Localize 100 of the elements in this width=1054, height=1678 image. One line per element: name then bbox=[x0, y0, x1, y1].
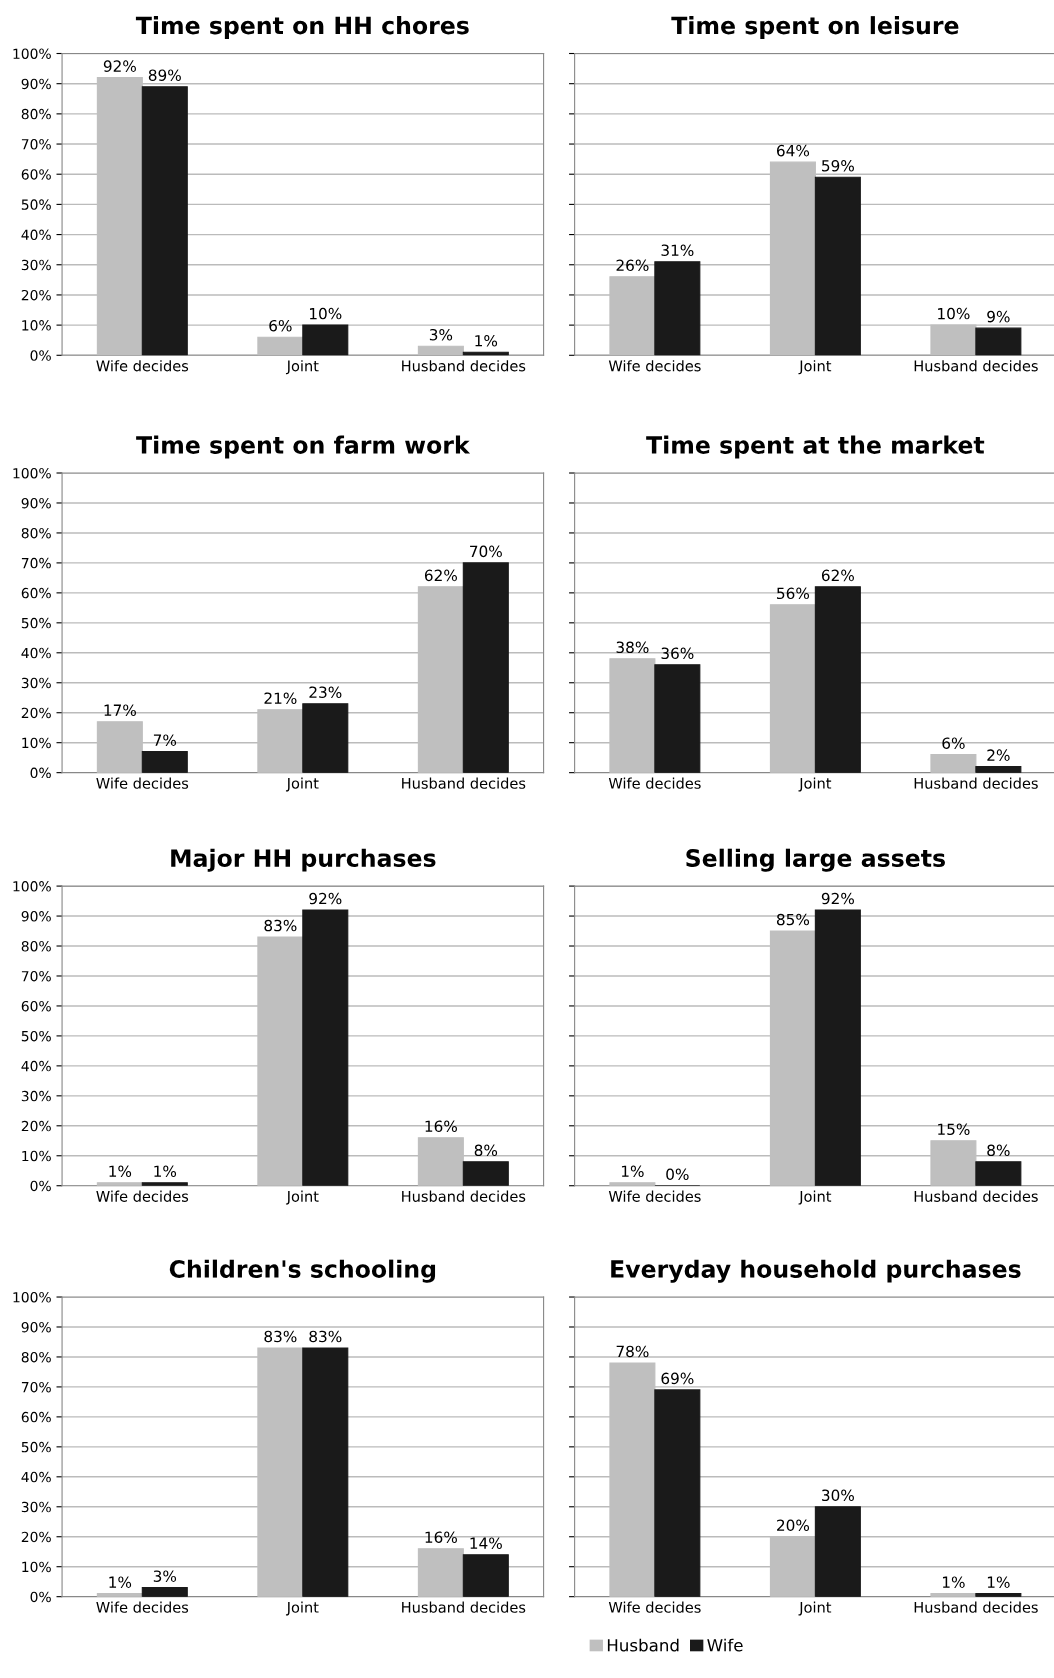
data-label: 78% bbox=[616, 1345, 649, 1358]
y-tick-label: 100% bbox=[13, 48, 51, 59]
data-label: 23% bbox=[309, 686, 342, 698]
data-label: 7% bbox=[153, 734, 177, 746]
y-tick-label: 40% bbox=[21, 647, 51, 659]
chart-title: Major HH purchases bbox=[171, 848, 436, 872]
y-tick-label: 0% bbox=[30, 1180, 51, 1192]
x-tick-label: Husband decides bbox=[402, 1190, 526, 1202]
data-label: 26% bbox=[616, 259, 649, 272]
y-tick-label: 40% bbox=[21, 1060, 51, 1072]
y-tick-label: 80% bbox=[21, 108, 51, 120]
data-label: 1% bbox=[621, 1165, 644, 1177]
y-tick-label: 90% bbox=[21, 1321, 51, 1333]
y-tick-label: 100% bbox=[13, 467, 51, 479]
x-tick-label: Wife decides bbox=[608, 777, 701, 789]
y-tick-label: 70% bbox=[21, 557, 51, 569]
y-tick-label: 0% bbox=[30, 1591, 51, 1603]
data-label: 6% bbox=[269, 319, 292, 332]
x-tick-label: Wife decides bbox=[96, 1190, 189, 1202]
data-label: 92% bbox=[103, 60, 136, 72]
y-tick-label: 20% bbox=[21, 707, 51, 719]
data-label: 14% bbox=[470, 1537, 502, 1549]
data-label: 10% bbox=[938, 307, 970, 320]
y-tick-label: 60% bbox=[21, 587, 51, 599]
x-tick-label: Joint bbox=[285, 360, 319, 375]
y-tick-label: 50% bbox=[21, 1441, 51, 1453]
data-label: 56% bbox=[777, 587, 810, 600]
data-label: 89% bbox=[148, 69, 181, 81]
chart-title: Time spent on farm work bbox=[136, 435, 471, 459]
y-tick-label: 30% bbox=[21, 1090, 51, 1102]
y-tick-label: 70% bbox=[21, 139, 51, 150]
data-label: 6% bbox=[942, 737, 965, 749]
data-label: 8% bbox=[474, 1144, 498, 1157]
y-tick-label: 90% bbox=[21, 497, 51, 509]
x-tick-label: Joint bbox=[798, 1601, 832, 1616]
y-tick-label: 70% bbox=[21, 970, 51, 982]
y-tick-label: 80% bbox=[21, 527, 51, 539]
x-tick-label: Husband decides bbox=[402, 777, 526, 789]
x-tick-label: Husband decides bbox=[914, 777, 1038, 789]
legend-label: Wife bbox=[707, 1638, 743, 1652]
x-tick-label: Joint bbox=[798, 360, 832, 375]
y-tick-label: 60% bbox=[21, 1411, 51, 1423]
data-label: 1% bbox=[475, 334, 498, 347]
data-label: 1% bbox=[109, 1576, 132, 1588]
y-tick-label: 90% bbox=[21, 911, 51, 922]
x-tick-label: Husband decides bbox=[402, 360, 526, 372]
data-label: 16% bbox=[425, 1120, 457, 1133]
data-label: 3% bbox=[429, 328, 453, 341]
x-tick-label: Joint bbox=[285, 1601, 319, 1616]
data-label: 2% bbox=[987, 749, 1010, 761]
data-label: 83% bbox=[264, 919, 297, 932]
x-tick-label: Wife decides bbox=[96, 1601, 189, 1613]
x-tick-label: Joint bbox=[285, 777, 319, 792]
data-label: 10% bbox=[309, 307, 342, 320]
data-label: 1% bbox=[154, 1165, 177, 1177]
x-tick-label: Joint bbox=[798, 777, 832, 792]
data-label: 62% bbox=[821, 569, 854, 582]
data-label: 16% bbox=[425, 1531, 457, 1543]
data-label: 30% bbox=[822, 1489, 854, 1502]
data-label: 36% bbox=[661, 647, 694, 660]
chart-title: Selling large assets bbox=[686, 848, 945, 872]
y-tick-label: 50% bbox=[21, 617, 51, 629]
y-tick-label: 40% bbox=[21, 1471, 51, 1483]
chart-title: Time spent on HH chores bbox=[135, 16, 469, 39]
chart-title: Everyday household purchases bbox=[611, 1259, 1021, 1283]
x-tick-label: Husband decides bbox=[914, 1190, 1038, 1202]
x-tick-label: Wife decides bbox=[608, 360, 701, 372]
y-tick-label: 70% bbox=[21, 1381, 51, 1393]
data-label: 70% bbox=[470, 545, 502, 558]
data-label: 62% bbox=[424, 569, 457, 582]
y-tick-label: 30% bbox=[21, 1501, 51, 1513]
data-label: 83% bbox=[264, 1330, 297, 1343]
data-label: 31% bbox=[661, 244, 694, 256]
y-tick-label: 10% bbox=[22, 737, 51, 749]
y-tick-label: 30% bbox=[21, 677, 51, 689]
data-label: 92% bbox=[309, 892, 342, 905]
y-tick-label: 50% bbox=[21, 1030, 51, 1042]
y-tick-label: 0% bbox=[30, 767, 51, 779]
x-tick-label: Joint bbox=[798, 1190, 832, 1205]
y-tick-label: 90% bbox=[21, 78, 51, 90]
y-tick-label: 30% bbox=[21, 259, 51, 271]
y-tick-label: 20% bbox=[21, 1120, 51, 1132]
chart-title: Children's schooling bbox=[169, 1259, 436, 1283]
y-tick-label: 10% bbox=[22, 1561, 51, 1573]
legend-label: Husband bbox=[607, 1638, 679, 1652]
data-label: 17% bbox=[104, 704, 136, 716]
chart-title: Time spent at the market bbox=[646, 435, 985, 459]
y-tick-label: 10% bbox=[22, 1150, 51, 1162]
y-tick-label: 20% bbox=[21, 289, 51, 301]
data-label: 92% bbox=[821, 892, 854, 905]
data-label: 38% bbox=[616, 641, 649, 654]
x-tick-label: Husband decides bbox=[914, 1601, 1038, 1613]
x-tick-label: Husband decides bbox=[914, 360, 1038, 372]
data-label: 64% bbox=[777, 144, 810, 157]
y-tick-label: 100% bbox=[13, 1291, 51, 1303]
x-tick-label: Wife decides bbox=[96, 360, 189, 372]
y-tick-label: 60% bbox=[21, 169, 51, 180]
data-label: 59% bbox=[822, 159, 854, 172]
y-tick-label: 60% bbox=[21, 1000, 51, 1012]
data-label: 3% bbox=[153, 1570, 177, 1582]
